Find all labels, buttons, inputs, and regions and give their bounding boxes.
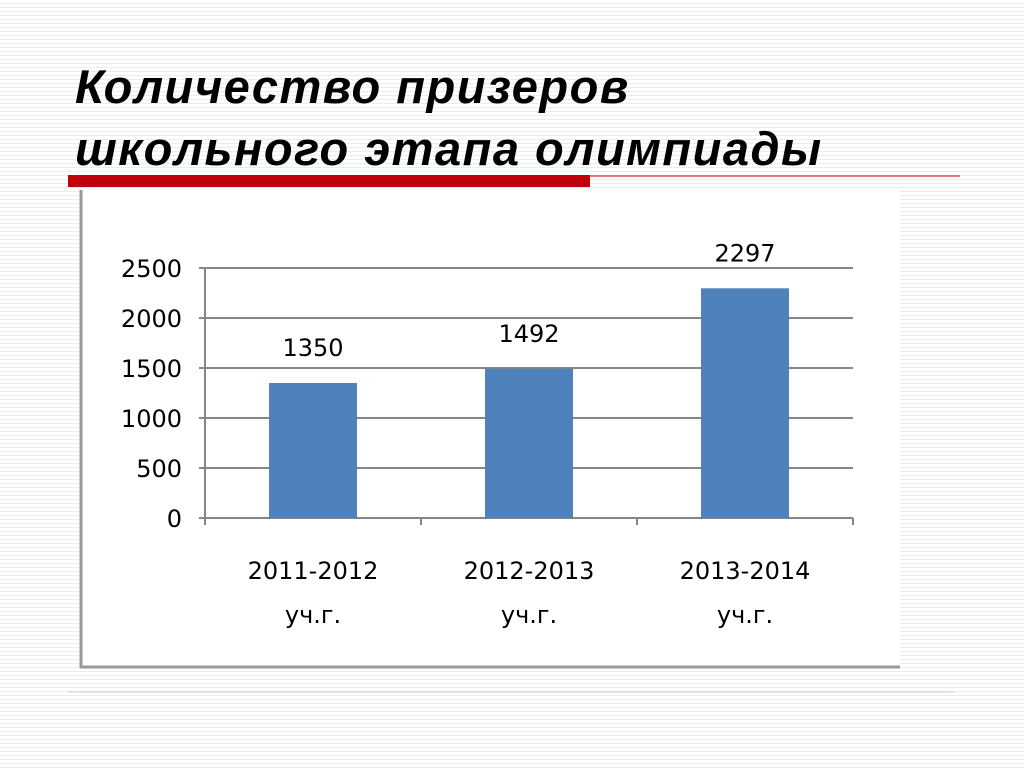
y-tick-label: 1500 [121, 355, 182, 383]
title-underline [68, 175, 590, 187]
bar [701, 288, 789, 518]
value-label: 2297 [714, 239, 775, 267]
x-tick-label: 2013-2014 уч.г. [679, 557, 811, 629]
frame-border [79, 190, 900, 669]
x-tick-label: 2012-2013 уч.г. [463, 557, 595, 629]
bar [269, 383, 357, 518]
y-tick-label: 2500 [121, 255, 182, 283]
bar [485, 368, 573, 518]
chart-title: Количество призеров школьного этапа олим… [75, 60, 823, 175]
value-label: 1350 [282, 334, 343, 362]
y-tick-label: 500 [136, 455, 182, 483]
value-label: 1492 [498, 320, 559, 348]
y-tick-label: 2000 [121, 305, 182, 333]
x-tick-label: 2011-2012 уч.г. [247, 557, 379, 629]
y-tick-label: 0 [167, 505, 182, 533]
y-tick-label: 1000 [121, 405, 182, 433]
